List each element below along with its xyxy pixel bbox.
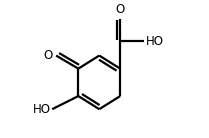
Text: HO: HO xyxy=(33,103,51,116)
Text: O: O xyxy=(44,49,53,62)
Text: O: O xyxy=(116,3,125,16)
Text: HO: HO xyxy=(146,35,164,48)
